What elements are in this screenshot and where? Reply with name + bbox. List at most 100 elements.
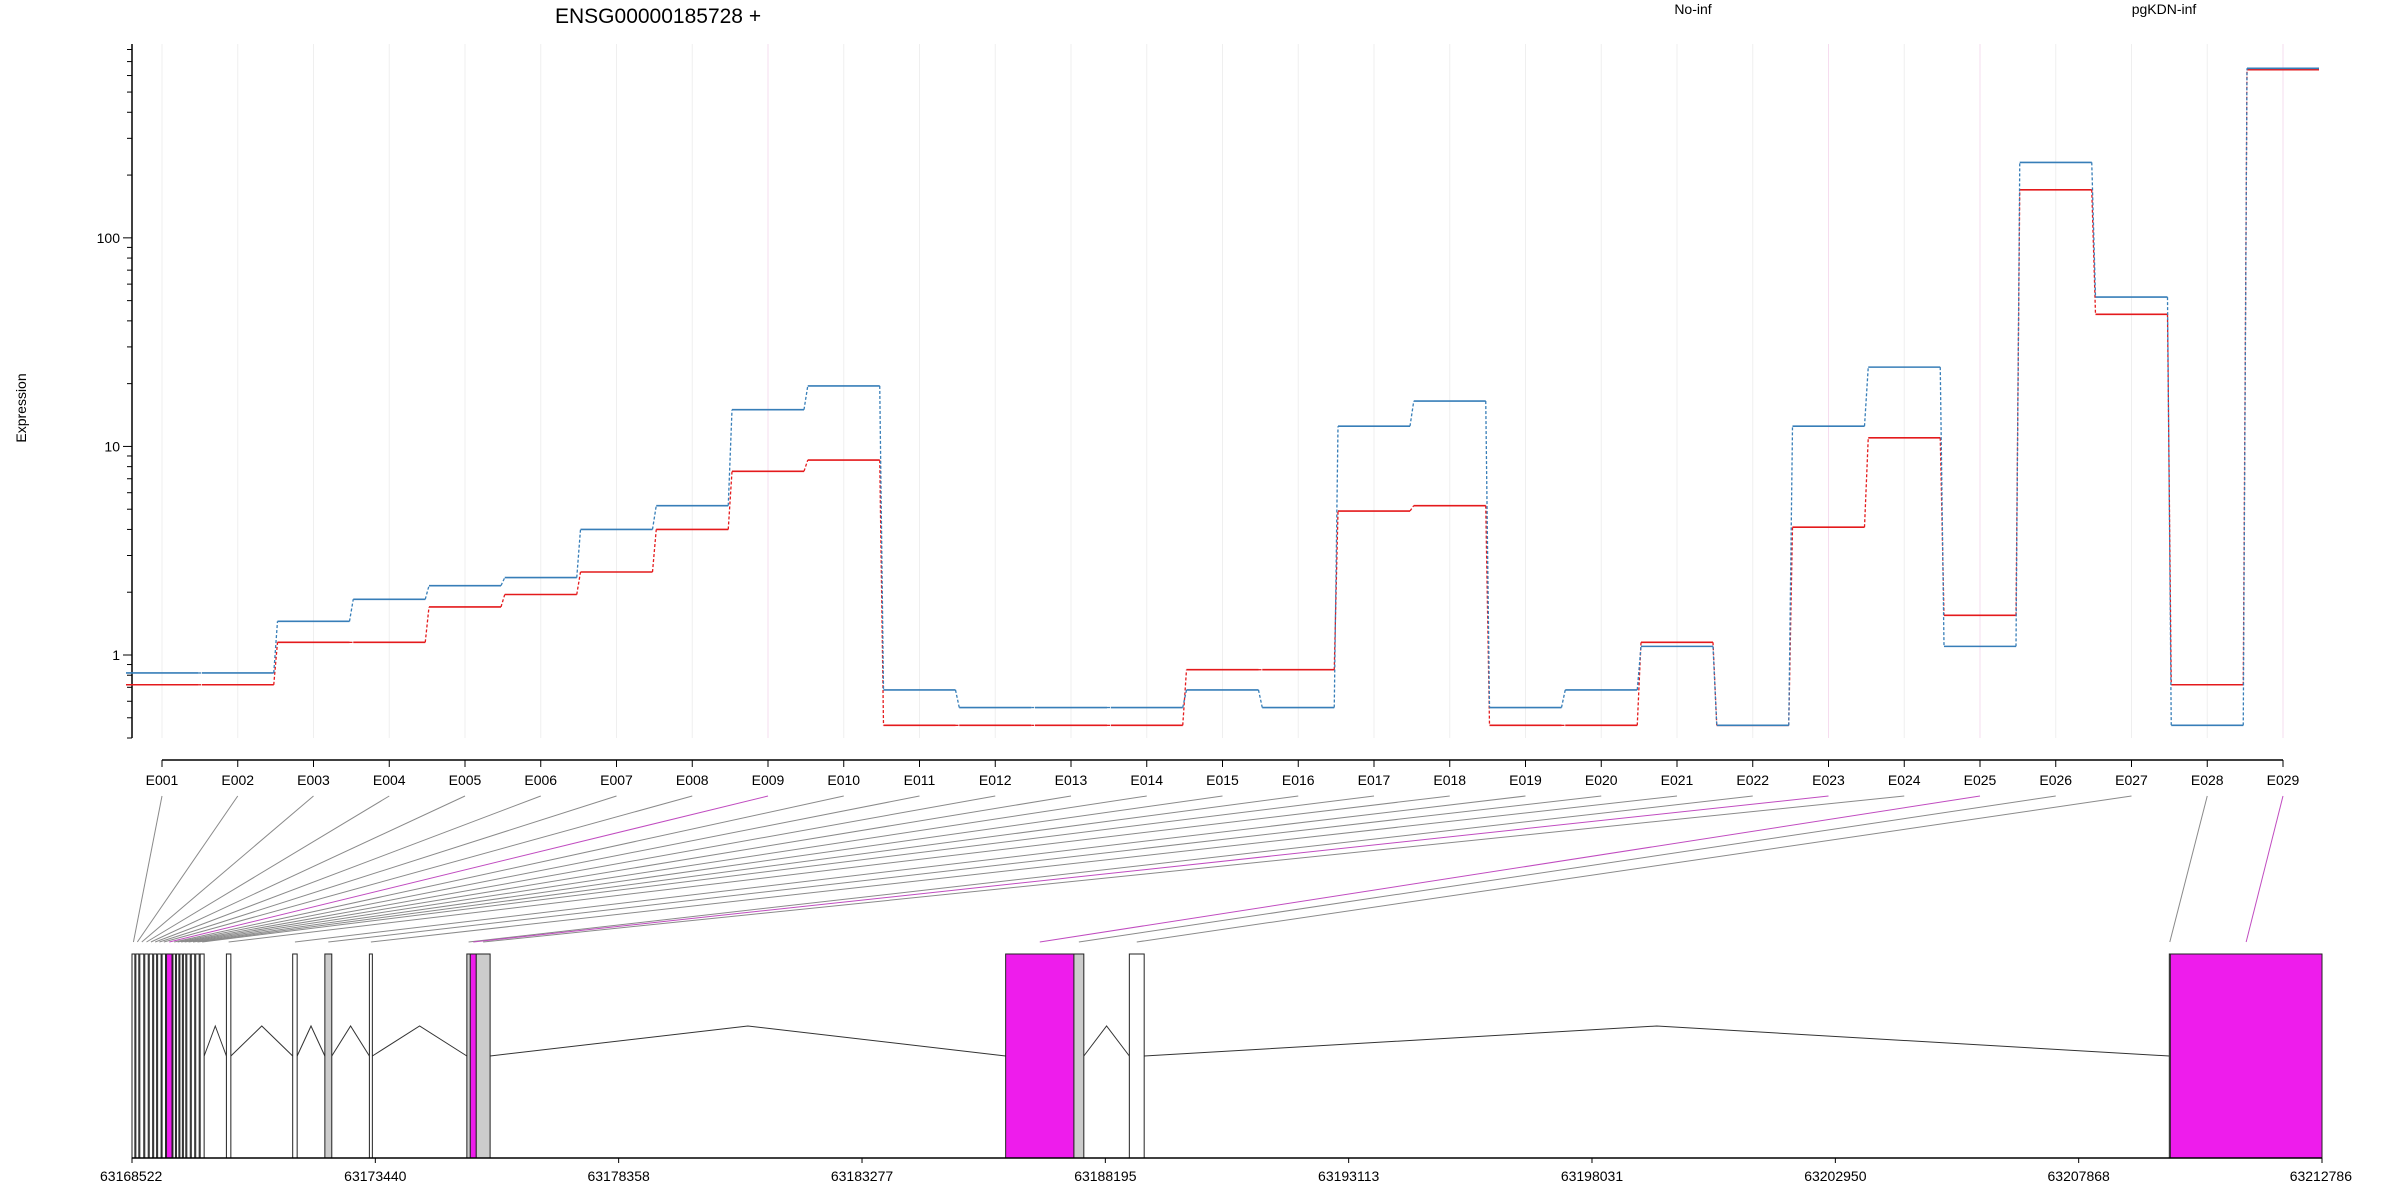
intron-line — [296, 1024, 326, 1057]
step-No-inf — [1636, 642, 1642, 726]
coord-tick-label-63212786: 63212786 — [2290, 1168, 2353, 1184]
exon-box-E017 — [199, 953, 205, 1159]
exon-box-E009 — [166, 953, 173, 1159]
x-tick-label-E016: E016 — [1282, 772, 1315, 788]
step-No-inf — [651, 529, 657, 573]
exon-box-E027 — [1128, 953, 1145, 1159]
exon-box-E001 — [131, 953, 136, 1159]
exon-box-E004 — [144, 953, 149, 1159]
step-No-inf — [1939, 437, 1945, 616]
intron-line — [230, 1025, 294, 1057]
x-tick-label-E015: E015 — [1206, 772, 1239, 788]
y-tick-label-1: 1 — [112, 647, 120, 663]
step-pgKDN-inf — [576, 529, 582, 578]
intron-line — [1083, 1025, 1130, 1057]
step-pgKDN-inf — [651, 505, 657, 530]
vertical-gridlines — [161, 44, 2284, 738]
connector-E019 — [294, 795, 1526, 943]
step-No-inf — [424, 606, 430, 643]
connector-E026 — [1078, 795, 2056, 943]
exon-box-E012 — [179, 953, 183, 1159]
step-pgKDN-inf — [1939, 367, 1945, 647]
step-No-inf — [1863, 437, 1869, 528]
connector-E025 — [1039, 795, 1981, 943]
step-No-inf — [273, 642, 279, 685]
y-tick-label-100: 100 — [97, 230, 121, 246]
intron-line — [331, 1025, 370, 1057]
x-tick-label-E005: E005 — [449, 772, 482, 788]
x-tick-label-E006: E006 — [524, 772, 557, 788]
x-tick-label-E002: E002 — [221, 772, 254, 788]
x-tick-label-E001: E001 — [146, 772, 179, 788]
x-tick-label-E004: E004 — [373, 772, 406, 788]
step-pgKDN-inf — [2166, 297, 2172, 726]
gene-model: 63168522 63173440 63178358 63183277 63188195… — [100, 953, 2353, 1184]
step-pgKDN-inf — [273, 621, 279, 674]
exon-box-E020 — [324, 953, 333, 1159]
x-tick-label-E027: E027 — [2115, 772, 2148, 788]
x-tick-label-E029: E029 — [2267, 772, 2300, 788]
x-tick-label-E022: E022 — [1736, 772, 1769, 788]
step-pgKDN-inf — [2091, 162, 2097, 298]
connector-E008 — [163, 795, 693, 943]
step-pgKDN-inf — [1712, 646, 1718, 726]
coord-tick-label-63173440: 63173440 — [344, 1168, 407, 1184]
step-No-inf — [2242, 69, 2248, 685]
x-tick-label-E003: E003 — [297, 772, 330, 788]
exon-box-E024 — [475, 953, 491, 1159]
step-pgKDN-inf — [1788, 426, 1794, 726]
x-tick-label-E025: E025 — [1964, 772, 1997, 788]
step-No-inf — [1485, 505, 1491, 726]
intron-line — [372, 1025, 468, 1057]
step-pgKDN-inf — [1182, 689, 1188, 708]
connector-E017 — [202, 795, 1375, 943]
x-tick-label-E028: E028 — [2191, 772, 2224, 788]
exon-box-E013 — [182, 953, 187, 1159]
exon-box-E014 — [186, 953, 191, 1159]
exon-box-E003 — [139, 953, 145, 1159]
x-tick-label-E007: E007 — [600, 772, 633, 788]
connector-E021 — [370, 795, 1678, 943]
connector-E001 — [132, 795, 163, 943]
exon-box-E022 — [466, 953, 471, 1159]
x-tick-label-E023: E023 — [1812, 772, 1845, 788]
exon-connector-lines — [132, 795, 2284, 943]
exon-box-E018 — [225, 953, 232, 1159]
connector-E007 — [159, 795, 617, 943]
exon-box-E029 — [2169, 953, 2323, 1159]
series-pgKDN-inf — [126, 67, 2319, 727]
step-pgKDN-inf — [803, 385, 809, 410]
y-axis-label: Expression — [13, 373, 29, 442]
x-tick-label-E010: E010 — [827, 772, 860, 788]
connector-E010 — [174, 795, 844, 943]
connector-E013 — [184, 795, 1072, 943]
x-tick-label-E020: E020 — [1585, 772, 1618, 788]
connector-E018 — [228, 795, 1450, 943]
chart-title: ENSG00000185728 + — [555, 5, 761, 28]
connector-E023 — [473, 795, 1829, 943]
x-tick-label-E018: E018 — [1433, 772, 1466, 788]
step-pgKDN-inf — [2242, 68, 2248, 726]
connector-E015 — [192, 795, 1223, 943]
step-No-inf — [1409, 505, 1415, 512]
coord-tick-label-63168522: 63168522 — [100, 1168, 163, 1184]
connector-E009 — [169, 795, 769, 943]
exon-box-E015 — [190, 953, 196, 1159]
connector-E028 — [2169, 795, 2208, 943]
step-No-inf — [1333, 511, 1339, 670]
intron-line — [1144, 1025, 2170, 1057]
exon-box-E006 — [153, 953, 158, 1159]
step-pgKDN-inf — [1409, 400, 1415, 427]
connector-E014 — [188, 795, 1147, 943]
intron-line — [490, 1025, 1006, 1057]
step-pgKDN-inf — [879, 385, 885, 690]
connector-E029 — [2245, 795, 2284, 943]
step-pgKDN-inf — [1863, 367, 1869, 427]
step-pgKDN-inf — [954, 689, 960, 708]
exon-box-E007 — [157, 953, 162, 1159]
step-pgKDN-inf — [348, 599, 354, 622]
connector-E020 — [328, 795, 1602, 943]
x-tick-label-E024: E024 — [1888, 772, 1921, 788]
x-tick-label-E014: E014 — [1130, 772, 1163, 788]
